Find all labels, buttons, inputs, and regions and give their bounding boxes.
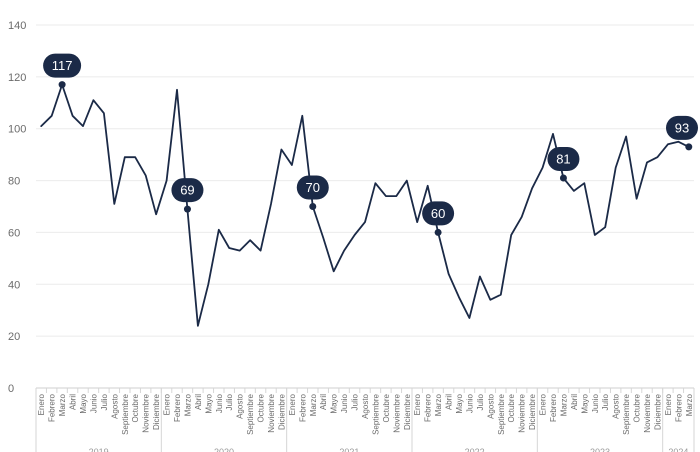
year-label: 2022 [465,447,485,452]
y-tick-label: 140 [8,20,26,32]
x-tick-label: Septiembre [371,393,380,434]
x-tick-label: Octubre [633,393,642,422]
x-tick-label: Diciembre [152,393,161,430]
x-tick-label: Enero [413,393,422,415]
callout-label: 93 [675,120,689,135]
x-tick-label: Abril [445,394,454,410]
x-tick-label: Noviembre [643,393,652,432]
x-tick-label: Enero [37,393,46,415]
x-tick-label: Diciembre [277,393,286,430]
year-label: 2021 [339,447,359,452]
year-label: 2023 [590,447,610,452]
data-point [434,228,442,236]
x-tick-label: Marzo [183,393,192,416]
y-tick-label: 80 [8,176,20,188]
x-tick-label: Abril [570,394,579,410]
x-tick-label: Abril [319,394,328,410]
y-tick-label: 40 [8,279,20,291]
x-tick-label: Septiembre [497,393,506,434]
x-tick-label: Agosto [486,393,495,418]
x-tick-label: Julio [601,393,610,410]
callout-label: 69 [180,183,194,198]
x-tick-label: Mayo [580,393,589,413]
x-tick-label: Febrero [48,393,57,422]
y-tick-label: 100 [8,124,26,136]
x-tick-label: Noviembre [518,393,527,432]
callout-bubble [547,146,580,171]
x-tick-label: Diciembre [653,393,662,430]
x-tick-label: Enero [664,393,673,415]
y-tick-label: 20 [8,331,20,343]
x-tick-label: Mayo [204,393,213,413]
x-tick-label: Febrero [298,393,307,422]
x-tick-label: Octubre [507,393,516,422]
x-tick-label: Septiembre [246,393,255,434]
callout-label: 117 [52,58,73,73]
x-tick-label: Junio [465,393,474,413]
x-tick-label: Agosto [612,393,621,418]
callout-label: 81 [556,151,570,166]
y-tick-label: 60 [8,227,20,239]
callout-label: 60 [431,206,445,221]
y-tick-label: 120 [8,72,26,84]
x-tick-label: Mayo [79,393,88,413]
x-tick-label: Abril [69,394,78,410]
x-tick-label: Febrero [424,393,433,422]
year-label: 2020 [214,447,234,452]
x-tick-label: Diciembre [528,393,537,430]
x-tick-label: Agosto [110,393,119,418]
x-tick-label: Junio [89,393,98,413]
x-tick-label: Mayo [330,393,339,413]
x-tick-label: Septiembre [622,393,631,434]
x-tick-label: Julio [100,393,109,410]
x-tick-label: Octubre [382,393,391,422]
x-tick-label: Abril [194,394,203,410]
x-tick-label: Noviembre [267,393,276,432]
callout-bubble [171,178,204,203]
x-tick-label: Diciembre [403,393,412,430]
x-tick-label: Marzo [309,393,318,416]
x-tick-label: Marzo [685,393,694,416]
year-label: 2019 [89,447,109,452]
x-tick-label: Septiembre [121,393,130,434]
data-point [58,81,66,89]
x-tick-label: Marzo [559,393,568,416]
data-point [309,203,317,210]
x-tick-label: Junio [215,393,224,413]
x-tick-label: Julio [351,393,360,410]
year-label: 2024 [668,447,688,452]
x-tick-label: Marzo [58,393,67,416]
data-point [685,143,693,151]
x-tick-label: Agosto [361,393,370,418]
data-point [183,205,191,213]
data-point [559,174,567,182]
x-tick-label: Julio [225,393,234,410]
callout-bubble [666,115,698,140]
x-tick-label: Enero [539,393,548,415]
x-tick-label: Febrero [549,393,558,422]
callout-bubble [422,201,455,226]
series-line [40,83,690,327]
x-tick-label: Julio [476,393,485,410]
callout-bubble [43,53,82,78]
callout-bubble [296,175,329,200]
x-tick-label: Agosto [236,393,245,418]
y-tick-label: 0 [8,383,14,395]
x-tick-label: Noviembre [392,393,401,432]
x-tick-label: Mayo [455,393,464,413]
x-tick-label: Febrero [173,393,182,422]
x-tick-label: Junio [340,393,349,413]
x-tick-label: Noviembre [142,393,151,432]
x-tick-label: Enero [288,393,297,415]
x-tick-label: Enero [163,393,172,415]
x-tick-label: Junio [591,393,600,413]
x-tick-label: Octubre [257,393,266,422]
x-tick-label: Marzo [434,393,443,416]
x-tick-label: Octubre [131,393,140,422]
callout-label: 70 [306,180,320,195]
x-tick-label: Febrero [674,393,683,422]
